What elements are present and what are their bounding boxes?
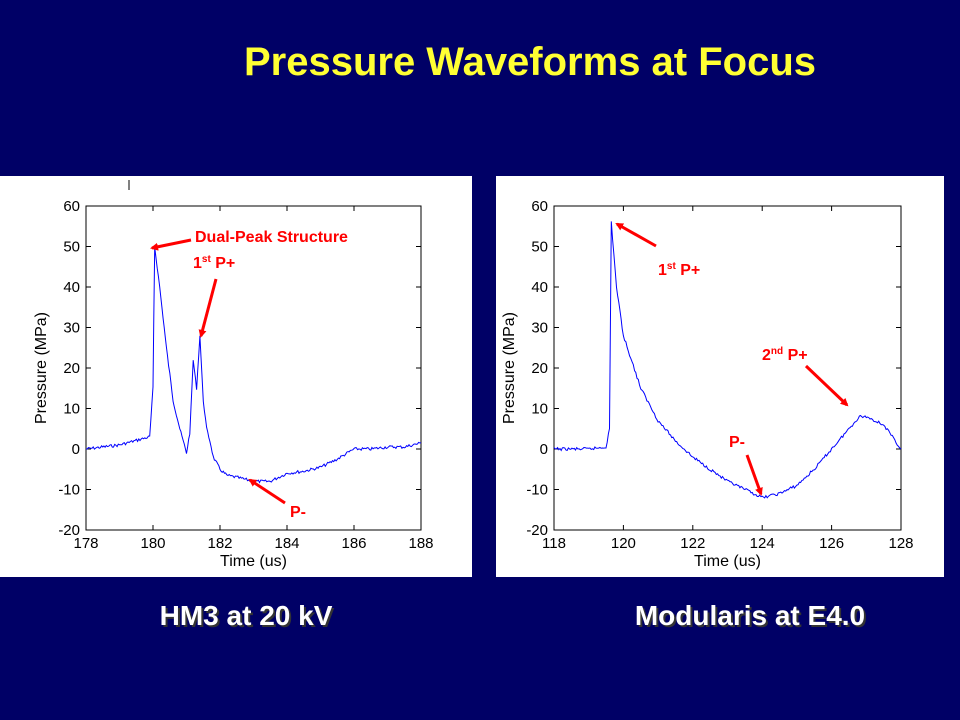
x-tick-label: 180 — [140, 535, 165, 552]
x-tick-label: 118 — [542, 535, 566, 552]
x-tick-label: 186 — [341, 535, 366, 552]
y-axis-label: Pressure (MPa) — [33, 312, 50, 424]
x-tick-label: 122 — [680, 535, 705, 552]
y-tick-label: 50 — [63, 239, 80, 256]
annotation-rest: P+ — [676, 262, 700, 279]
annotation-arrow — [150, 238, 192, 251]
y-tick-label: 50 — [531, 239, 548, 256]
x-tick-label: 124 — [750, 535, 775, 552]
annotation-label: 1st P+ — [658, 261, 700, 279]
x-tick-label: 120 — [611, 535, 636, 552]
x-axis-label: Time (us) — [694, 553, 761, 570]
annotation-text: 1 — [193, 255, 202, 272]
annotation-arrow — [615, 222, 657, 248]
caption-modularis: Modularis at E4.0 — [634, 600, 866, 631]
y-tick-label: 10 — [531, 401, 548, 418]
x-tick-label: 126 — [819, 535, 844, 552]
y-tick-label: 20 — [531, 360, 548, 377]
annotation-rest: P+ — [783, 347, 807, 364]
annotation-text: Dual-Peak Structure — [195, 229, 348, 246]
y-tick-label: -10 — [58, 482, 80, 499]
annotation-superscript: st — [202, 254, 212, 265]
y-tick-label: 20 — [63, 360, 80, 377]
annotation-label: 1st P+ — [193, 254, 235, 272]
y-tick-label: 0 — [540, 441, 548, 458]
y-tick-label: 40 — [63, 279, 80, 296]
annotation-text: 2 — [762, 347, 771, 364]
y-tick-label: -20 — [58, 522, 80, 539]
y-tick-label: 60 — [63, 198, 80, 215]
y-tick-label: 10 — [63, 401, 80, 418]
x-tick-label: 184 — [274, 535, 299, 552]
annotation-text: P- — [729, 434, 745, 451]
y-tick-label: 30 — [531, 320, 548, 337]
y-tick-label: -20 — [526, 522, 548, 539]
annotation-arrow — [248, 478, 286, 505]
y-tick-label: 30 — [63, 320, 80, 337]
annotation-superscript: st — [667, 261, 677, 272]
annotation-text: P- — [290, 504, 306, 521]
annotation-arrow — [745, 454, 763, 496]
annotation-arrow — [804, 364, 849, 407]
annotation-text: 1 — [658, 262, 667, 279]
annotation-label: P- — [729, 434, 745, 451]
y-tick-label: -10 — [526, 482, 548, 499]
caption-hm3: HM3 at 20 kV — [159, 600, 333, 631]
annotation-rest: P+ — [211, 255, 235, 272]
y-tick-label: 0 — [72, 441, 80, 458]
series-line — [553, 221, 902, 499]
plot-frame — [553, 205, 902, 531]
x-tick-label: 178 — [73, 535, 98, 552]
x-tick-label: 182 — [207, 535, 232, 552]
page-title: Pressure Waveforms at Focus — [243, 40, 817, 84]
y-tick-label: 60 — [531, 198, 548, 215]
annotation-superscript: nd — [771, 346, 783, 357]
annotation-label: Dual-Peak Structure — [195, 229, 348, 246]
annotation-label: 2nd P+ — [762, 346, 808, 364]
y-axis-label: Pressure (MPa) — [501, 312, 518, 424]
x-axis-label: Time (us) — [220, 553, 287, 570]
chart-panel-modularis: 60 50 40 30 20 10 0 -10 -20 118 120 122 124 126 128 Tim… — [496, 176, 944, 577]
annotation-label: P- — [290, 504, 306, 521]
annotation-arrow — [198, 278, 218, 338]
x-tick-label: 128 — [888, 535, 913, 552]
series-line — [86, 246, 421, 484]
chart-panel-hm3: 60 50 40 30 20 10 0 -10 -20 178 180 182 184 186 188 Tim… — [0, 176, 472, 577]
y-tick-label: 40 — [531, 279, 548, 296]
x-tick-label: 188 — [408, 535, 433, 552]
